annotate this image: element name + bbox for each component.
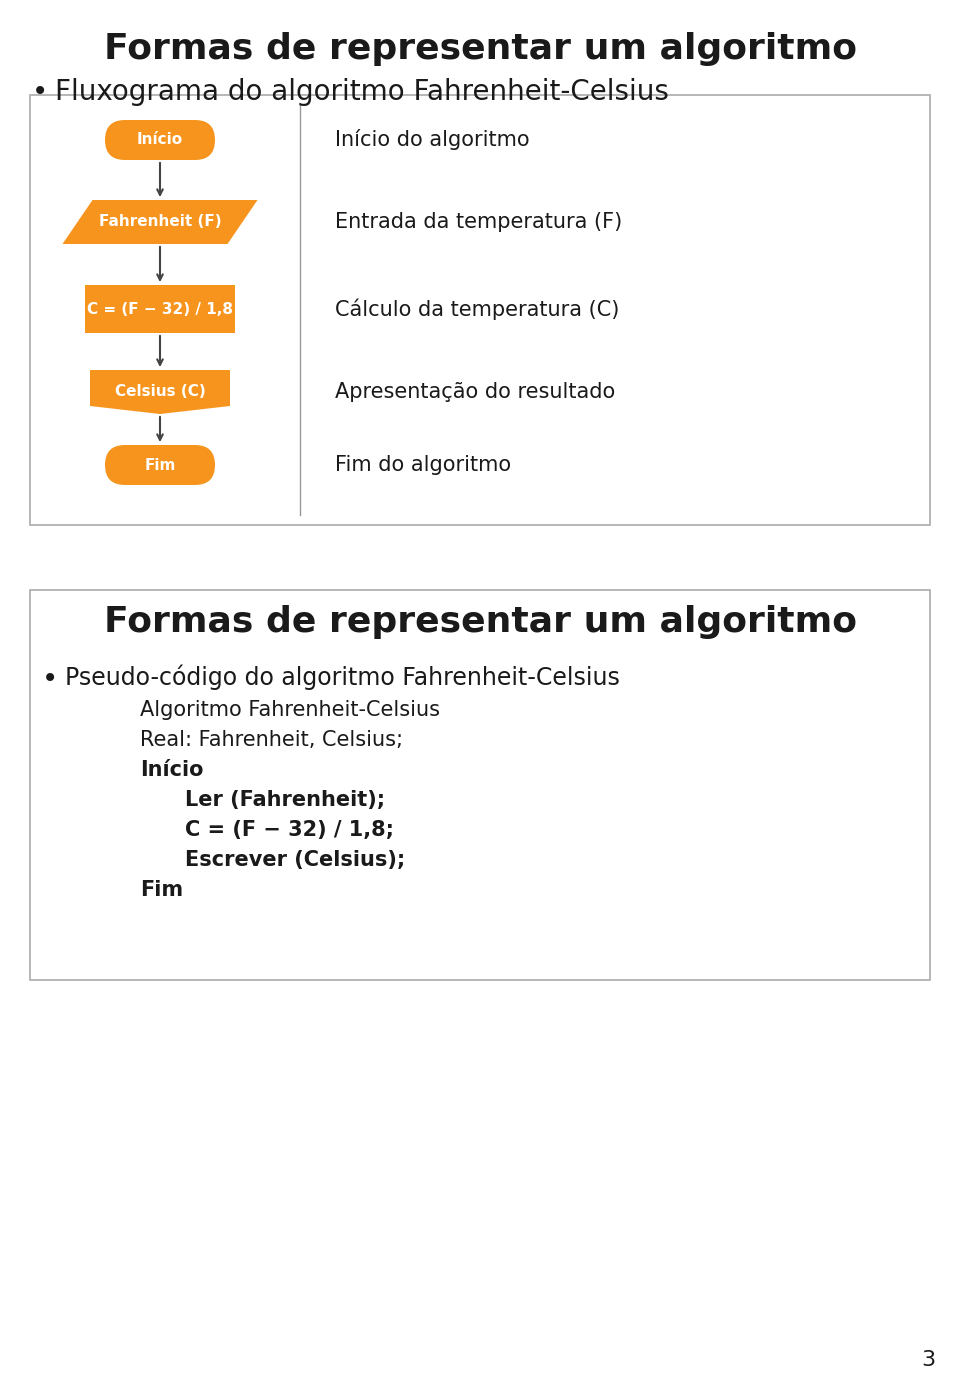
FancyBboxPatch shape: [105, 445, 215, 485]
Text: Fim do algoritmo: Fim do algoritmo: [335, 454, 511, 475]
Text: Fim: Fim: [140, 880, 183, 901]
Text: Fim: Fim: [144, 457, 176, 473]
Text: Entrada da temperatura (F): Entrada da temperatura (F): [335, 212, 622, 231]
Text: Formas de representar um algoritmo: Formas de representar um algoritmo: [104, 32, 856, 66]
Text: Fluxograma do algoritmo Fahrenheit-Celsius: Fluxograma do algoritmo Fahrenheit-Celsi…: [55, 78, 669, 106]
Text: Real: Fahrenheit, Celsius;: Real: Fahrenheit, Celsius;: [140, 730, 403, 750]
Text: 3: 3: [921, 1349, 935, 1370]
Text: Pseudo-código do algoritmo Fahrenheit-Celsius: Pseudo-código do algoritmo Fahrenheit-Ce…: [65, 665, 620, 690]
Text: •: •: [42, 665, 59, 693]
Text: C = (F − 32) / 1,8: C = (F − 32) / 1,8: [87, 301, 233, 316]
Polygon shape: [62, 199, 257, 244]
Text: Apresentação do resultado: Apresentação do resultado: [335, 382, 615, 401]
FancyBboxPatch shape: [105, 120, 215, 160]
Text: Celsius (C): Celsius (C): [114, 385, 205, 400]
Bar: [30, 95, 930, 526]
Text: C = (F − 32) / 1,8;: C = (F − 32) / 1,8;: [185, 820, 394, 841]
Polygon shape: [90, 369, 230, 414]
Text: •: •: [32, 78, 48, 106]
Text: Formas de representar um algoritmo: Formas de representar um algoritmo: [104, 605, 856, 638]
Text: Início do algoritmo: Início do algoritmo: [335, 130, 530, 151]
Text: Algoritmo Fahrenheit-Celsius: Algoritmo Fahrenheit-Celsius: [140, 700, 440, 719]
Text: Início: Início: [137, 132, 183, 148]
Text: Início: Início: [140, 760, 204, 781]
Text: Ler (Fahrenheit);: Ler (Fahrenheit);: [185, 790, 385, 810]
Text: Fahrenheit (F): Fahrenheit (F): [99, 215, 222, 230]
Text: Cálculo da temperatura (C): Cálculo da temperatura (C): [335, 298, 619, 319]
Text: Escrever (Celsius);: Escrever (Celsius);: [185, 850, 405, 870]
Bar: [30, 590, 930, 980]
FancyBboxPatch shape: [85, 284, 235, 333]
